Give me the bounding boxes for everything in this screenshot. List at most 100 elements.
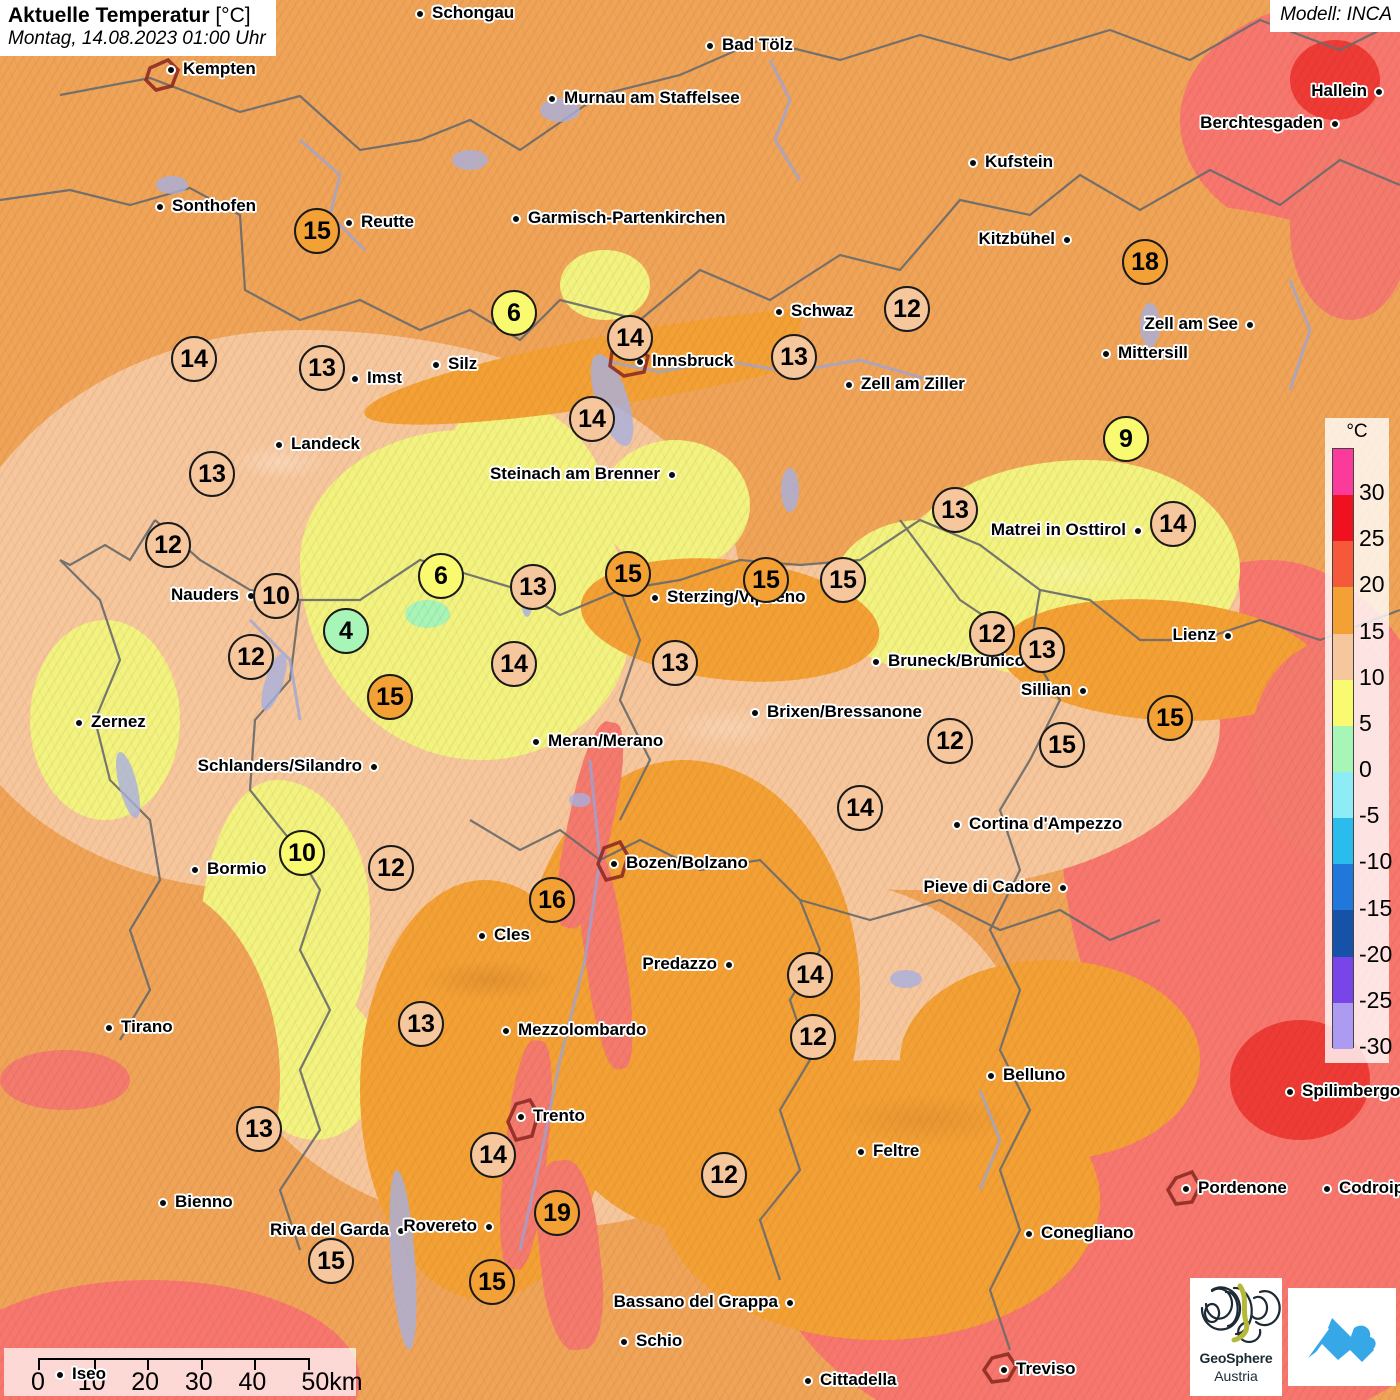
station-temperature-marker[interactable]: 14 [787, 952, 833, 998]
colorbar-band-20 [1333, 541, 1353, 588]
colorbar-band--10 [1333, 818, 1353, 865]
station-temperature-marker[interactable]: 13 [510, 564, 556, 610]
city-dot-icon [871, 657, 881, 667]
city-label: Bienno [175, 1192, 233, 1211]
colorbar-band-5 [1333, 679, 1353, 726]
city-dot-icon [166, 65, 176, 75]
scale-tick [147, 1360, 150, 1370]
station-temperature-marker[interactable]: 15 [294, 208, 340, 254]
station-temperature-marker[interactable]: 10 [279, 830, 325, 876]
station-temperature-marker[interactable]: 13 [398, 1001, 444, 1047]
city-dot-icon [104, 1023, 114, 1033]
station-temperature-marker[interactable]: 19 [534, 1190, 580, 1236]
station-temperature-marker[interactable]: 14 [837, 785, 883, 831]
station-temperature-marker[interactable]: 12 [969, 611, 1015, 657]
colorbar-tick--5: -5 [1359, 802, 1380, 829]
city-label: Cortina d'Ampezzo [969, 814, 1123, 833]
colorbar-band--30 [1333, 1002, 1353, 1049]
scale-label-50km: 50km [301, 1368, 363, 1396]
station-temperature-marker[interactable]: 15 [308, 1238, 354, 1284]
station-temperature-marker[interactable]: 6 [491, 290, 537, 336]
colorbar-band--25 [1333, 956, 1353, 1003]
station-temperature-marker[interactable]: 13 [771, 334, 817, 380]
station-temperature-marker[interactable]: 13 [189, 451, 235, 497]
station-temperature-marker[interactable]: 15 [605, 551, 651, 597]
station-temperature-marker[interactable]: 18 [1122, 239, 1168, 285]
city-dot-icon [344, 218, 354, 228]
station-temperature-marker[interactable]: 15 [469, 1259, 515, 1305]
city-dot-icon [516, 1112, 526, 1122]
station-temperature-marker[interactable]: 13 [932, 487, 978, 533]
station-temperature-marker[interactable]: 12 [790, 1014, 836, 1060]
city-dot-icon [55, 1370, 65, 1380]
station-temperature-marker[interactable]: 14 [470, 1132, 516, 1178]
city-dot-icon [531, 737, 541, 747]
station-temperature-marker[interactable]: 13 [299, 345, 345, 391]
station-temperature-marker[interactable]: 14 [491, 641, 537, 687]
station-temperature-marker[interactable]: 12 [145, 522, 191, 568]
city-label: Steinach am Brenner [489, 464, 660, 483]
city-dot-icon [74, 718, 84, 728]
station-temperature-marker[interactable]: 15 [1039, 722, 1085, 768]
scale-label-0: 0 [31, 1368, 45, 1396]
station-temperature-marker[interactable]: 12 [368, 845, 414, 891]
station-temperature-marker[interactable]: 12 [884, 286, 930, 332]
city-dot-icon [619, 1337, 629, 1347]
city-dot-icon [952, 820, 962, 830]
station-temperature-marker[interactable]: 15 [1147, 695, 1193, 741]
scale-label-40: 40 [238, 1368, 267, 1396]
station-temperature-marker[interactable]: 10 [253, 573, 299, 619]
station-temperature-marker[interactable]: 16 [529, 877, 575, 923]
station-temperature-marker[interactable]: 12 [228, 634, 274, 680]
city-label: Pordenone [1198, 1178, 1287, 1197]
station-temperature-marker[interactable]: 13 [1019, 627, 1065, 673]
city-dot-icon [477, 931, 487, 941]
colorbar-tick-25: 25 [1359, 525, 1385, 552]
station-temperature-marker[interactable]: 14 [1150, 501, 1196, 547]
city-label: Hallein [1311, 81, 1367, 100]
city-label: Bozen/Bolzano [626, 853, 748, 872]
city-label: Rovereto [403, 1216, 477, 1235]
station-temperature-marker[interactable]: 6 [418, 553, 464, 599]
city-label: Bad Tölz [722, 35, 793, 54]
city-dot-icon [501, 1026, 511, 1036]
city-dot-icon [968, 158, 978, 168]
station-temperature-marker[interactable]: 4 [323, 608, 369, 654]
scale-tick [93, 1360, 96, 1370]
city-label: Predazzo [642, 954, 717, 973]
city-label: Mittersill [1118, 343, 1188, 362]
geosphere-logo-line2: Austria [1214, 1368, 1258, 1384]
colorbar-band-25 [1333, 495, 1353, 542]
station-temperature-marker[interactable]: 15 [367, 674, 413, 720]
station-temperature-marker[interactable]: 14 [171, 336, 217, 382]
city-dot-icon [431, 360, 441, 370]
scale-tick [200, 1360, 203, 1370]
city-dot-icon [1322, 1184, 1332, 1194]
station-temperature-marker[interactable]: 14 [607, 315, 653, 361]
city-dot-icon [1330, 119, 1340, 129]
city-dot-icon [274, 440, 284, 450]
station-temperature-marker[interactable]: 14 [569, 396, 615, 442]
station-temperature-marker[interactable]: 13 [236, 1106, 282, 1152]
station-temperature-marker[interactable]: 15 [743, 557, 789, 603]
legend-unit-label: °C [1346, 421, 1368, 442]
city-label: Codroipo [1339, 1178, 1400, 1197]
city-dot-icon [1223, 631, 1233, 641]
city-dot-icon [484, 1222, 494, 1232]
colorbar-tick-5: 5 [1359, 709, 1372, 736]
city-label: Sonthofen [172, 196, 257, 215]
station-temperature-marker[interactable]: 9 [1103, 416, 1149, 462]
city-label: Bormio [207, 859, 267, 878]
city-label: Zell am Ziller [861, 374, 965, 393]
station-temperature-marker[interactable]: 12 [927, 718, 973, 764]
city-dot-icon [350, 374, 360, 384]
city-label: Coneglianо [1041, 1223, 1134, 1242]
city-label: Innsbruck [652, 351, 734, 370]
station-temperature-marker[interactable]: 15 [820, 557, 866, 603]
city-label: Kitzbühel [978, 229, 1056, 248]
station-temperature-marker[interactable]: 13 [652, 640, 698, 686]
station-temperature-marker[interactable]: 12 [701, 1152, 747, 1198]
city-dot-icon [785, 1298, 795, 1308]
city-label: Imst [367, 368, 402, 387]
city-dot-icon [511, 214, 521, 224]
